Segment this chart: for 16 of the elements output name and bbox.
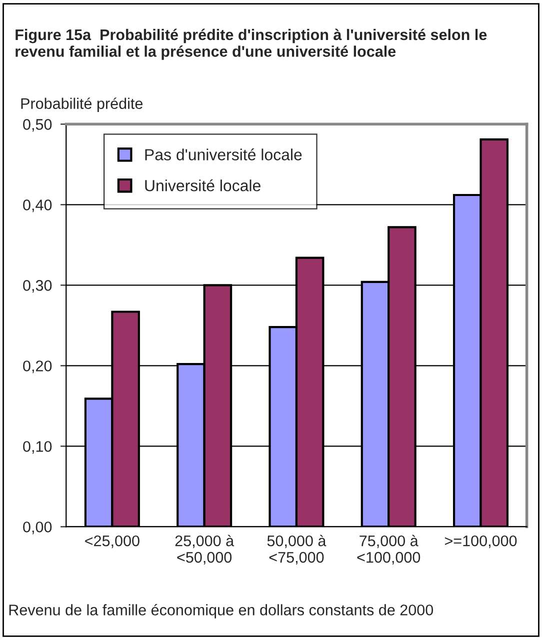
- y-axis-title: Probabilité prédite: [21, 98, 143, 112]
- x-tick-label: 50,000 à <75,000: [267, 534, 326, 565]
- y-tick-label: 0,50: [23, 119, 52, 132]
- y-tick-label: 0,10: [23, 441, 52, 454]
- y-tick-label: 0,40: [23, 200, 52, 212]
- y-tick-label: 0,30: [23, 280, 52, 293]
- x-tick-label: 75,000 à <100,000: [357, 534, 420, 565]
- legend-label: Université locale: [145, 179, 260, 192]
- x-axis-title: Revenu de la famille économique en dollars constants de 2000: [9, 604, 434, 618]
- y-tick-label: 0,00: [23, 522, 52, 534]
- legend-label: Pas d'université locale: [145, 148, 302, 160]
- x-tick-label: <25,000: [85, 535, 140, 548]
- y-tick-label: 0,20: [23, 360, 52, 374]
- chart-title: Figure 15a Probabilité prédite d'inscription à l'université selon le revenu familial et la présence d'une université locale: [16, 28, 487, 60]
- x-tick-label: 25,000 à <50,000: [175, 534, 234, 565]
- x-tick-label: >=100,000: [444, 535, 517, 548]
